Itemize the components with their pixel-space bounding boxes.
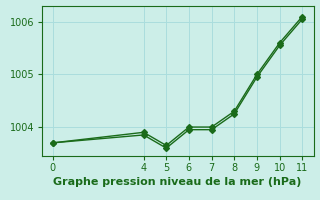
X-axis label: Graphe pression niveau de la mer (hPa): Graphe pression niveau de la mer (hPa) [53, 177, 302, 187]
